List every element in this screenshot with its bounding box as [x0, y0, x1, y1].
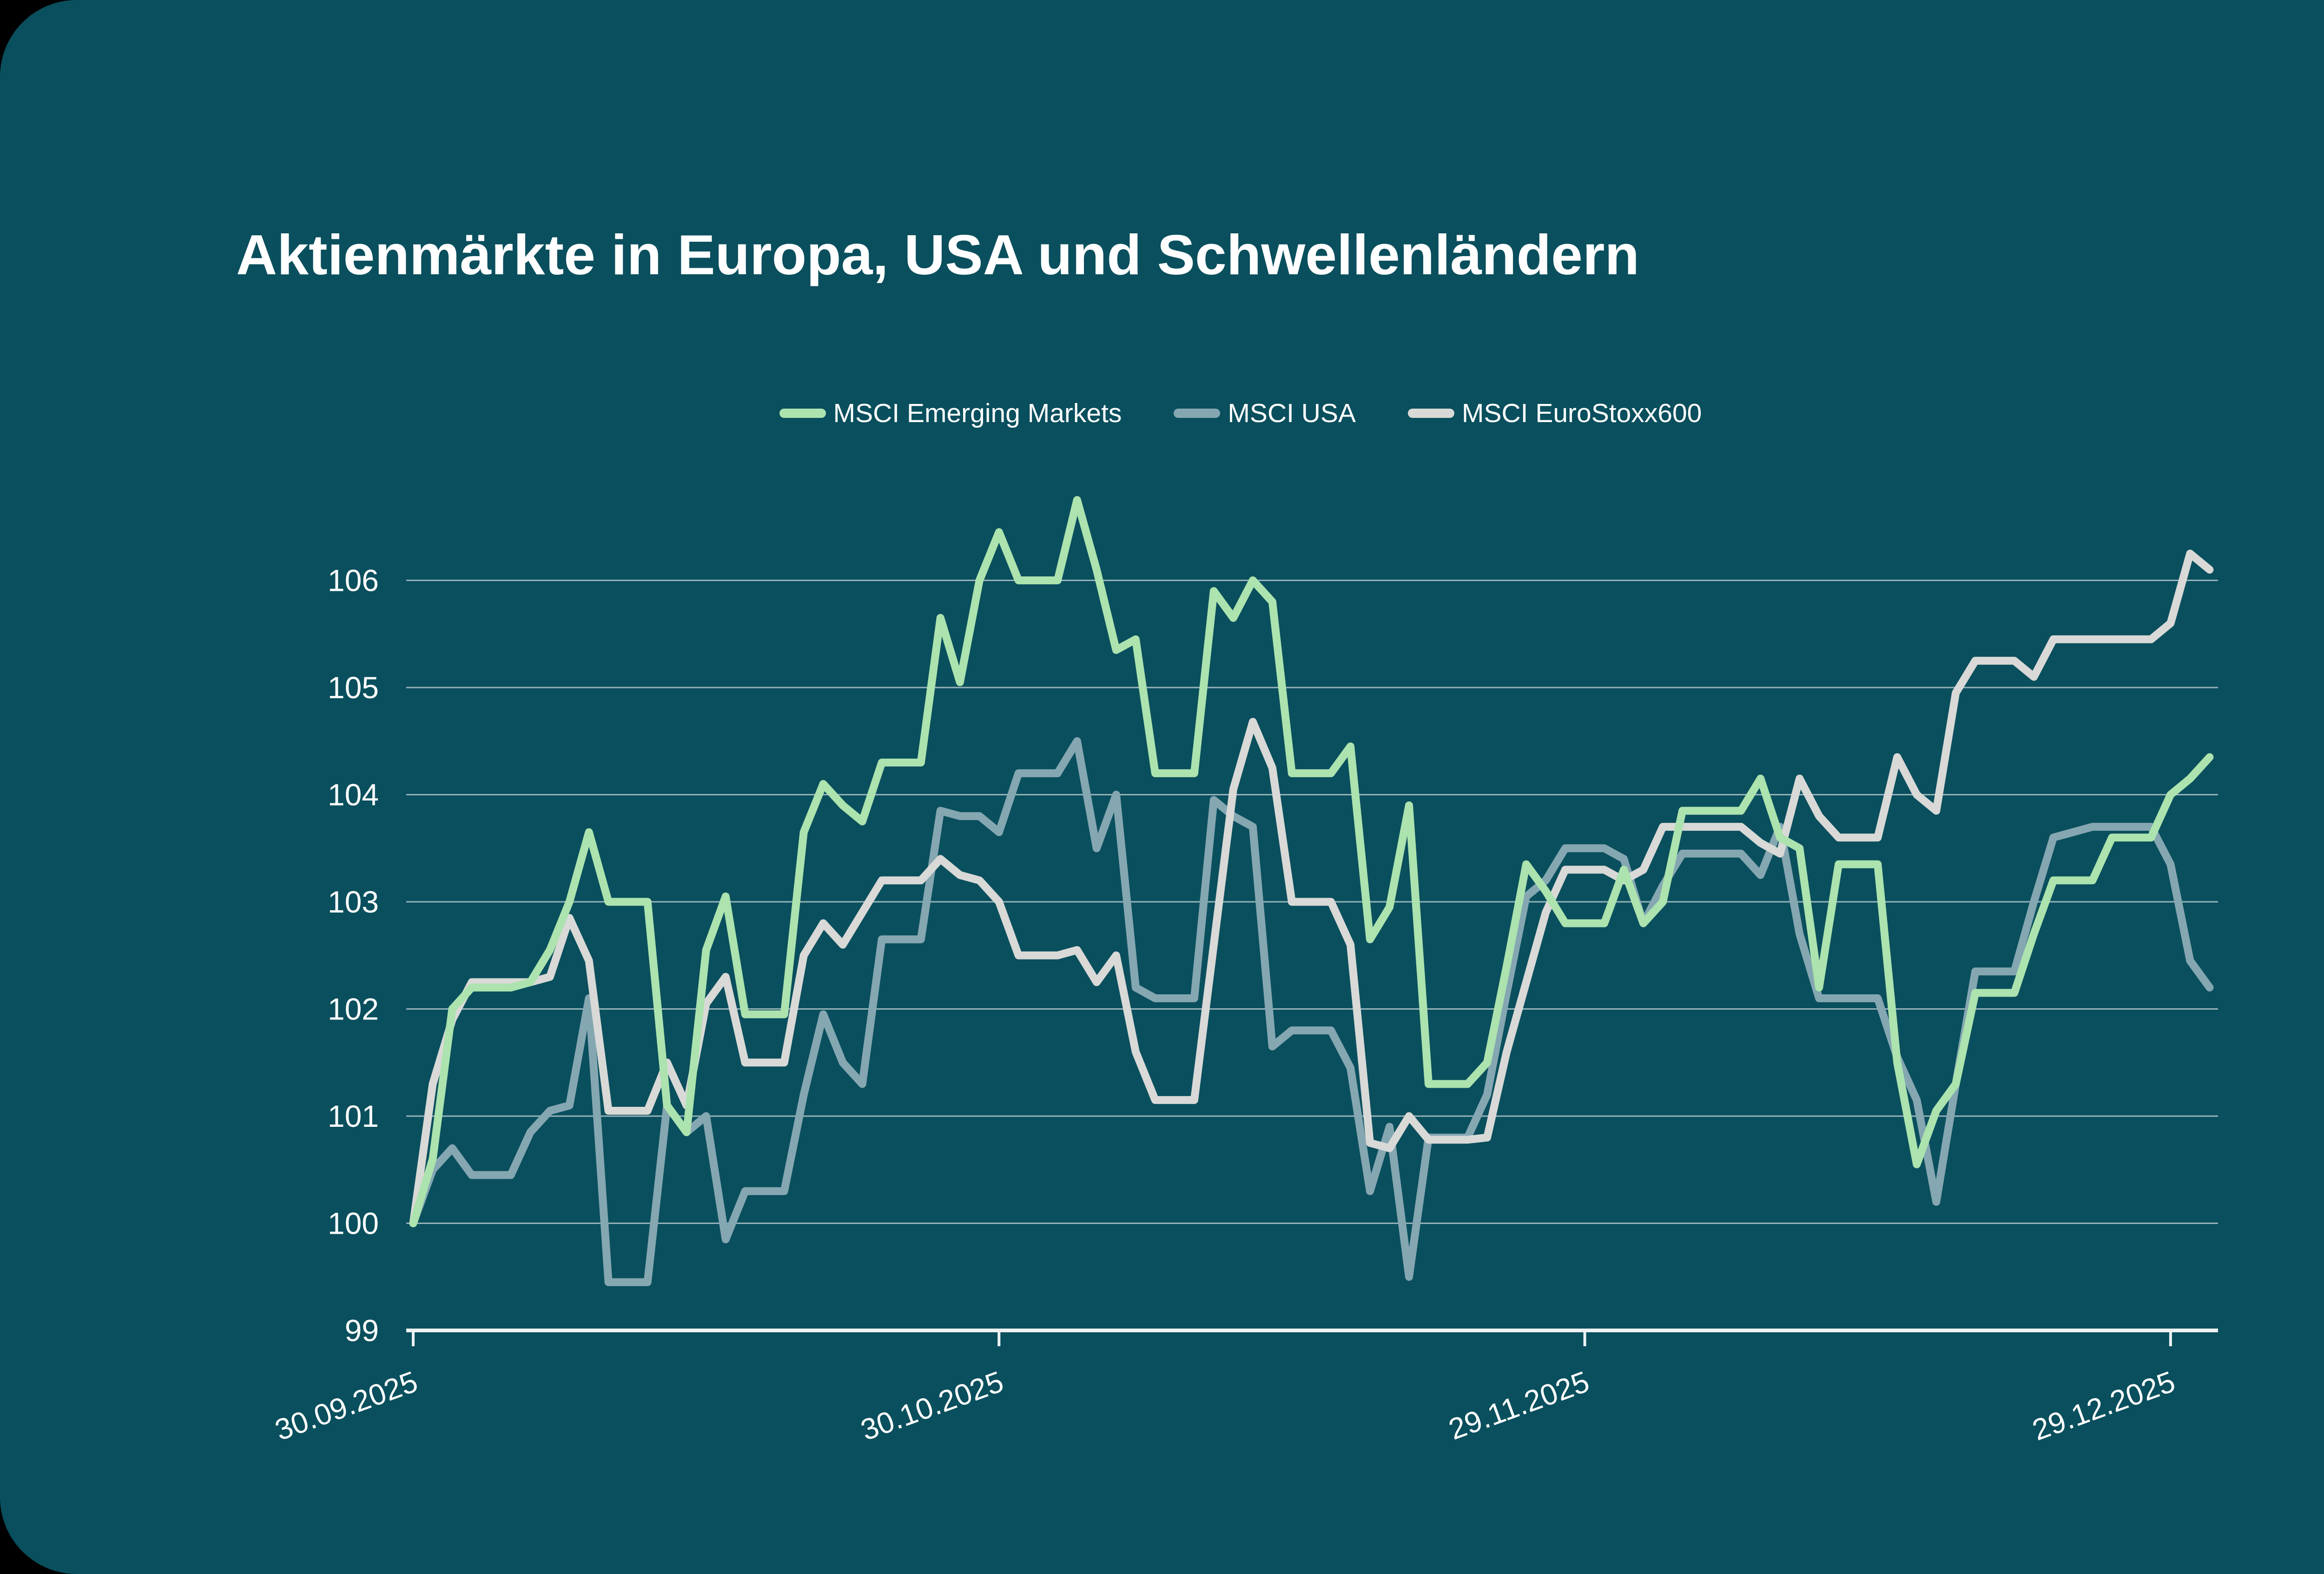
legend-swatch-usa-icon	[1174, 409, 1221, 418]
x-tick-label: 29.11.2025	[1444, 1364, 1593, 1446]
y-tick-label: 101	[328, 1099, 379, 1133]
legend-swatch-emerging-markets-icon	[779, 409, 826, 418]
legend-item-emerging-markets: MSCI Emerging Markets	[779, 398, 1122, 429]
chart-title: Aktienmärkte in Europa, USA und Schwelle…	[236, 223, 1639, 286]
y-tick-label: 102	[328, 992, 379, 1026]
y-tick-label: 105	[328, 670, 379, 705]
y-tick-label: 99	[345, 1313, 379, 1348]
y-tick-label: 100	[328, 1206, 379, 1241]
legend-label-eurostoxx: MSCI EuroStoxx600	[1461, 398, 1702, 428]
x-tick-label: 30.09.2025	[271, 1364, 422, 1447]
y-tick-label: 103	[328, 885, 379, 919]
legend-swatch-eurostoxx-icon	[1407, 409, 1454, 418]
legend-item-eurostoxx: MSCI EuroStoxx600	[1407, 398, 1702, 429]
legend-label-emerging-markets: MSCI Emerging Markets	[833, 398, 1122, 428]
x-tick-label: 30.10.2025	[856, 1364, 1008, 1447]
y-tick-label: 106	[328, 563, 379, 598]
legend-label-usa: MSCI USA	[1228, 398, 1356, 428]
legend-item-usa: MSCI USA	[1174, 398, 1356, 429]
series-line-msci-eurostoxx600	[409, 549, 2214, 1227]
y-tick-label: 104	[328, 778, 379, 812]
x-tick-label: 29.12.2025	[2028, 1364, 2179, 1447]
legend: MSCI Emerging Markets MSCI USA MSCI Euro…	[0, 398, 2324, 429]
series-line-msci-usa	[409, 737, 2214, 1286]
series-line-msci-emerging-markets	[409, 496, 2214, 1227]
